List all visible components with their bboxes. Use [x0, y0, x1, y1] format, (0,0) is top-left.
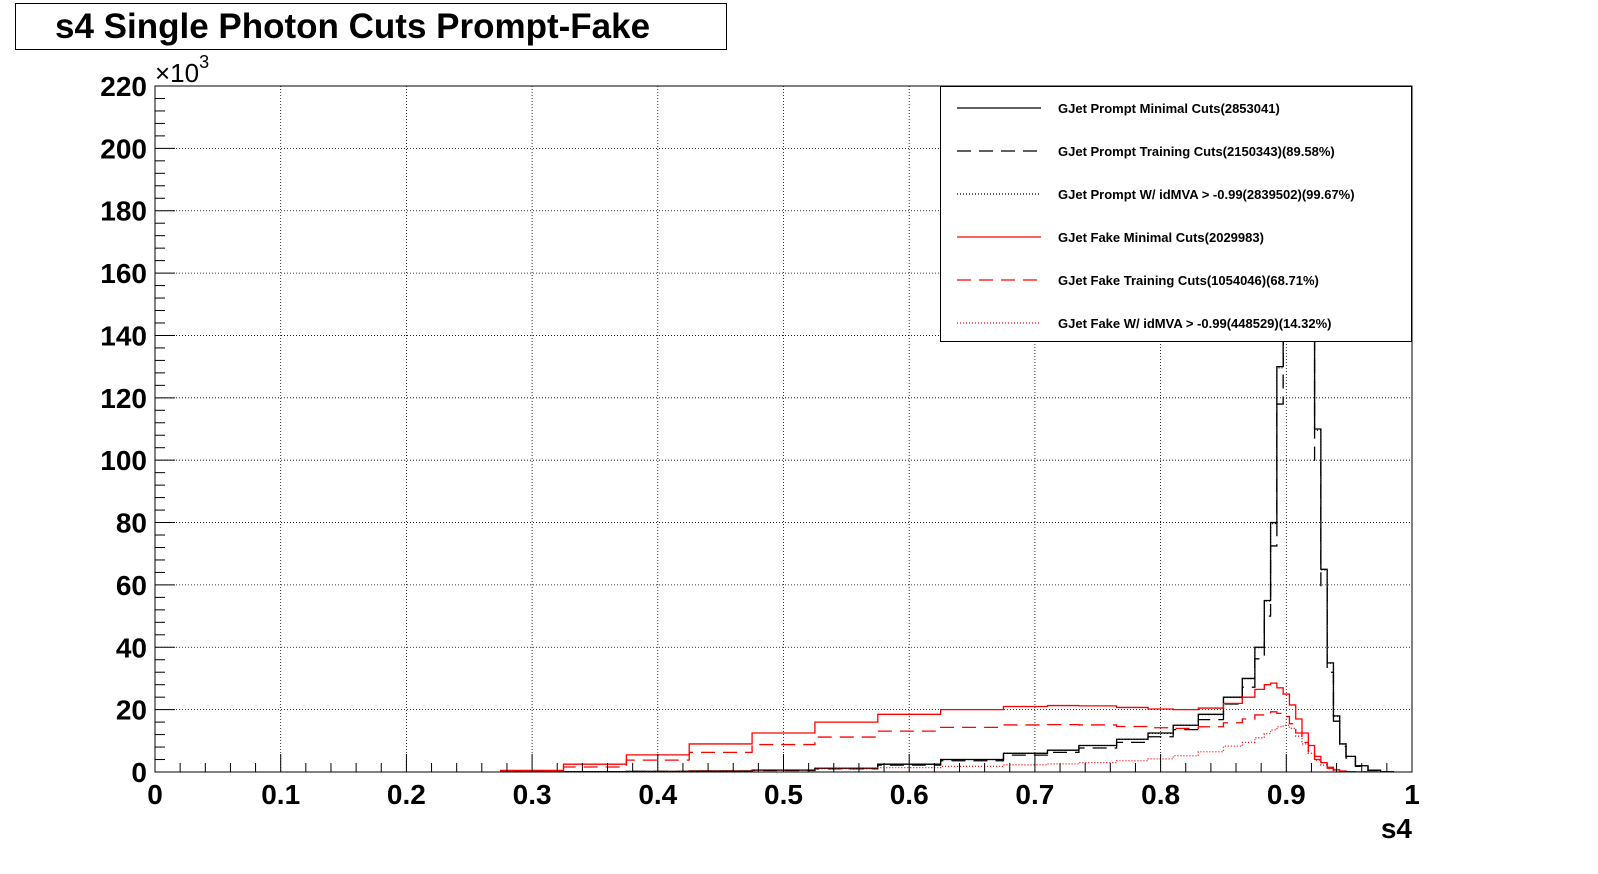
- x-tick-label: 0.1: [261, 779, 300, 810]
- x-tick-label: 0.8: [1141, 779, 1180, 810]
- chart-title: s4 Single Photon Cuts Prompt-Fake: [15, 3, 727, 50]
- legend-label: GJet Fake Minimal Cuts(2029983): [1058, 230, 1264, 245]
- y-tick-label: 140: [100, 320, 147, 351]
- legend-label: GJet Prompt Training Cuts(2150343)(89.58…: [1058, 144, 1335, 159]
- series-line: [500, 91, 1394, 772]
- x-axis-title: s4: [1381, 813, 1413, 844]
- x-tick-label: 0.6: [890, 779, 929, 810]
- legend-label: GJet Prompt Minimal Cuts(2853041): [1058, 101, 1280, 116]
- y-tick-label: 100: [100, 445, 147, 476]
- y-tick-label: 200: [100, 133, 147, 164]
- legend-entry: GJet Prompt W/ idMVA > -0.99(2839502)(99…: [941, 185, 1411, 205]
- legend-label: GJet Prompt W/ idMVA > -0.99(2839502)(99…: [1058, 187, 1355, 202]
- legend-label: GJet Fake Training Cuts(1054046)(68.71%): [1058, 273, 1319, 288]
- y-tick-label: 120: [100, 383, 147, 414]
- y-tick-label: 60: [116, 570, 147, 601]
- series-line: [500, 682, 1394, 772]
- x-tick-label: 0.5: [764, 779, 803, 810]
- y-tick-label: 180: [100, 196, 147, 227]
- series-line: [500, 86, 1394, 772]
- legend: GJet Prompt Minimal Cuts(2853041) GJet Pr…: [940, 86, 1412, 342]
- y-tick-label: 0: [131, 757, 147, 788]
- series-line: [500, 724, 1394, 772]
- legend-label: GJet Fake W/ idMVA > -0.99(448529)(14.32…: [1058, 316, 1332, 331]
- y-multiplier-base: ×10: [155, 58, 199, 88]
- y-tick-label: 40: [116, 632, 147, 663]
- x-tick-label: 0.9: [1267, 779, 1306, 810]
- legend-swatch: [957, 279, 1041, 281]
- y-tick-label: 220: [100, 71, 147, 102]
- x-tick-label: 1: [1404, 779, 1420, 810]
- x-tick-label: 0.3: [513, 779, 552, 810]
- legend-entry: GJet Fake Minimal Cuts(2029983): [941, 228, 1411, 248]
- y-tick-label: 160: [100, 258, 147, 289]
- series-layer: [500, 86, 1394, 772]
- legend-entry: GJet Fake Training Cuts(1054046)(68.71%): [941, 271, 1411, 291]
- y-multiplier-exp: 3: [199, 52, 209, 72]
- x-tick-label: 0.7: [1015, 779, 1054, 810]
- legend-swatch: [957, 193, 1041, 195]
- axes: 0 0.1 0.2 0.3 0.4 0.5 0.6 0.7 0.8 0.9 1 0 20 40 60 80 10…: [100, 71, 1420, 810]
- y-tick-label: 80: [116, 508, 147, 539]
- legend-swatch: [957, 150, 1041, 152]
- x-tick-label: 0.2: [387, 779, 426, 810]
- series-line: [500, 711, 1394, 772]
- legend-entry: GJet Prompt Training Cuts(2150343)(89.58…: [941, 142, 1411, 162]
- legend-entry: GJet Prompt Minimal Cuts(2853041): [941, 99, 1411, 119]
- y-tick-label: 20: [116, 695, 147, 726]
- legend-swatch: [957, 107, 1041, 109]
- legend-swatch: [957, 236, 1041, 238]
- x-tick-label: 0.4: [638, 779, 677, 810]
- legend-swatch: [957, 322, 1041, 324]
- x-tick-label: 0: [147, 779, 163, 810]
- legend-entry: GJet Fake W/ idMVA > -0.99(448529)(14.32…: [941, 314, 1411, 334]
- y-multiplier: ×103: [155, 52, 209, 88]
